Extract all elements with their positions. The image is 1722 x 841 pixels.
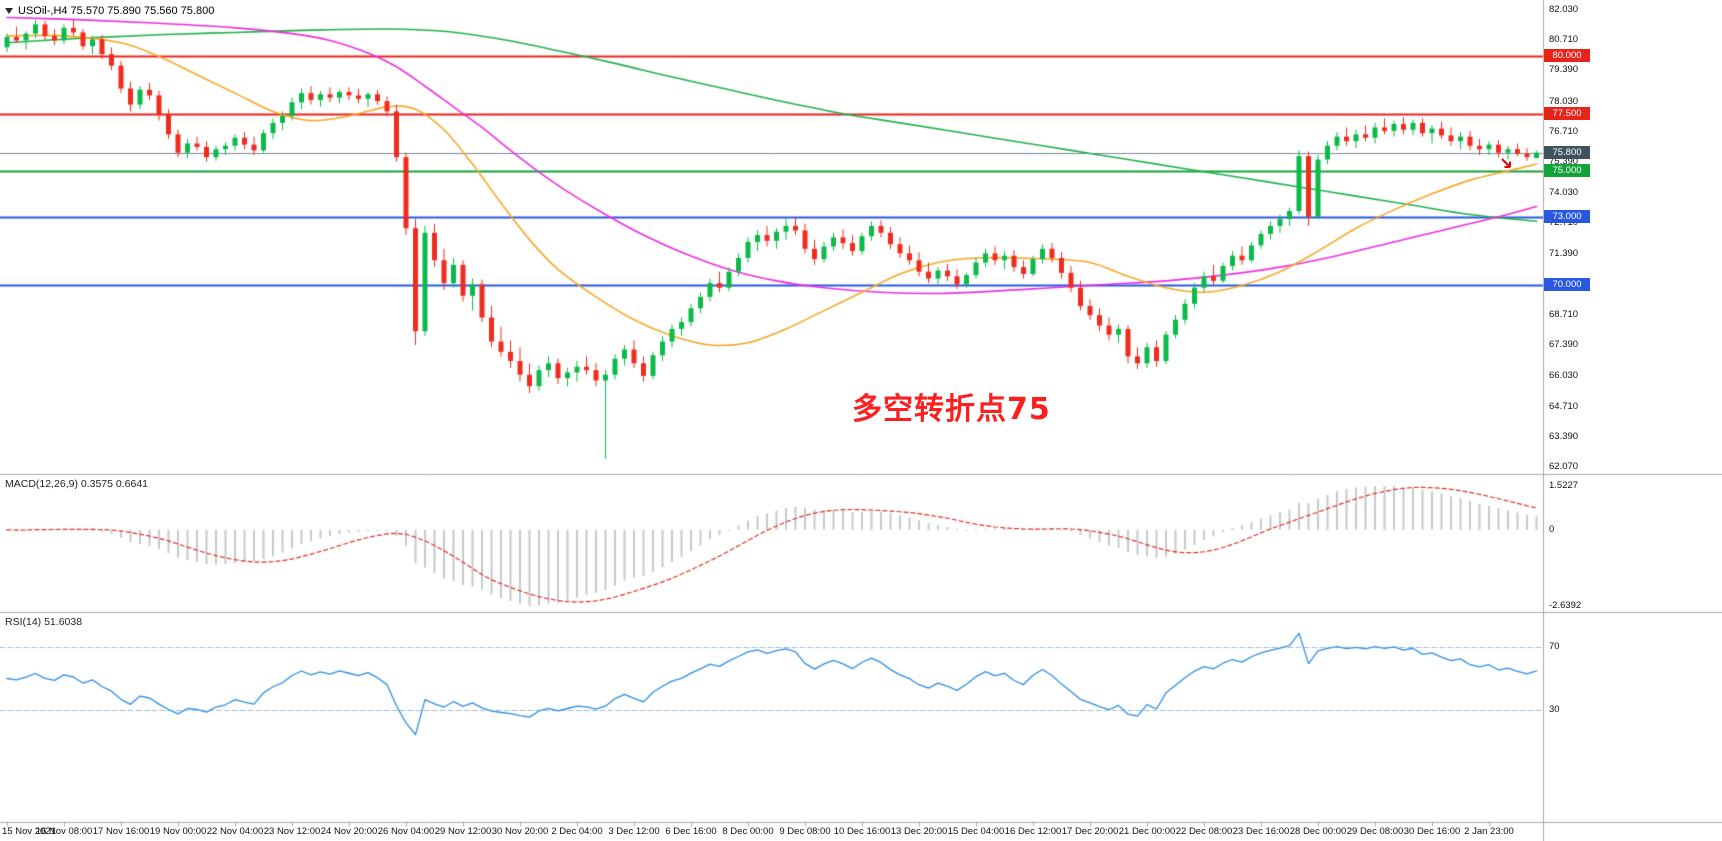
chart-title-text: USOil-,H4 75.570 75.890 75.560 75.800 [18, 5, 215, 17]
price-axis-tick: 74.030 [1549, 187, 1579, 199]
time-axis-label: 9 Dec 08:00 [779, 826, 831, 837]
time-axis-label: 29 Dec 08:00 [1346, 826, 1404, 837]
price-axis-tick: 68.710 [1549, 308, 1579, 320]
price-axis-tick: 76.710 [1549, 125, 1579, 137]
time-axis[interactable]: 15 Nov 2021 16 Nov 08:00 17 Nov 16:00 19 No… [0, 822, 1722, 841]
level-price-label: 70.000 [1544, 278, 1590, 292]
price-axis-tick: 71.390 [1549, 247, 1579, 259]
price-axis-tick: 63.390 [1549, 430, 1579, 442]
rsi-indicator-label: RSI(14) 51.6038 [5, 616, 83, 628]
chart-title: USOil-,H4 75.570 75.890 75.560 75.800 [5, 5, 214, 17]
time-axis-label: 13 Dec 20:00 [890, 826, 948, 837]
time-axis-label: 15 Dec 04:00 [947, 826, 1005, 837]
price-axis[interactable]: 82.030 80.710 79.390 78.030 76.710 75.390 74.0… [1543, 0, 1722, 841]
time-axis-label: 2 Jan 23:00 [1464, 826, 1514, 837]
price-axis-tick: 64.710 [1549, 400, 1579, 412]
price-axis-tick: 79.390 [1549, 64, 1579, 76]
time-axis-label: 6 Dec 16:00 [665, 826, 717, 837]
sell-arrow-icon [1500, 157, 1513, 175]
price-axis-tick: 66.030 [1549, 370, 1579, 382]
macd-axis-tick: 0 [1549, 523, 1555, 535]
chart-dropdown-icon[interactable] [5, 8, 13, 14]
level-price-label: 80.000 [1544, 49, 1590, 63]
time-axis-label: 23 Nov 12:00 [263, 826, 321, 837]
level-price-label: 77.500 [1544, 106, 1590, 120]
price-axis-tick: 67.390 [1549, 339, 1579, 351]
time-axis-label: 30 Nov 20:00 [491, 826, 549, 837]
time-axis-label: 3 Dec 12:00 [608, 826, 660, 837]
rsi-axis-tick: 30 [1549, 704, 1560, 715]
price-axis-tick: 80.710 [1549, 34, 1579, 46]
level-price-label: 73.000 [1544, 209, 1590, 223]
macd-axis-tick: -2.6392 [1549, 600, 1582, 611]
price-axis-tick: 78.030 [1549, 95, 1579, 107]
time-axis-label: 10 Dec 16:00 [833, 826, 891, 837]
time-axis-label: 21 Dec 00:00 [1118, 826, 1176, 837]
price-axis-tick: 82.030 [1549, 4, 1579, 15]
chart-annotation-text: 多空转折点75 [852, 392, 1051, 427]
time-axis-label: 16 Dec 12:00 [1004, 826, 1062, 837]
time-axis-label: 2 Dec 04:00 [551, 826, 603, 837]
rsi-axis-tick: 70 [1549, 641, 1560, 652]
price-axis-tick: 72.710 [1549, 217, 1579, 229]
time-axis-label: 29 Nov 12:00 [434, 826, 492, 837]
time-axis-label: 23 Dec 16:00 [1232, 826, 1290, 837]
level-price-label: 75.000 [1544, 163, 1590, 177]
macd-indicator-label: MACD(12,26,9) 0.3575 0.6641 [5, 478, 149, 490]
time-axis-label: 15 Nov 2021 [2, 826, 56, 837]
bid-price-label: 75.800 [1544, 145, 1590, 159]
time-axis-label: 24 Nov 20:00 [320, 826, 378, 837]
time-axis-label: 22 Nov 04:00 [206, 826, 264, 837]
time-axis-label: 16 Nov 08:00 [35, 826, 93, 837]
time-axis-label: 30 Dec 16:00 [1403, 826, 1461, 837]
price-axis-tick: 75.390 [1549, 156, 1579, 168]
time-axis-label: 28 Dec 00:00 [1289, 826, 1347, 837]
macd-axis-tick: 1.5227 [1549, 480, 1579, 491]
price-axis-tick: 62.070 [1549, 461, 1579, 472]
time-axis-label: 26 Nov 04:00 [377, 826, 435, 837]
time-axis-label: 22 Dec 08:00 [1175, 826, 1233, 837]
time-axis-label: 19 Nov 00:00 [149, 826, 207, 837]
time-axis-label: 8 Dec 00:00 [722, 826, 774, 837]
time-axis-label: 17 Dec 20:00 [1061, 826, 1119, 837]
time-axis-label: 17 Nov 16:00 [92, 826, 150, 837]
